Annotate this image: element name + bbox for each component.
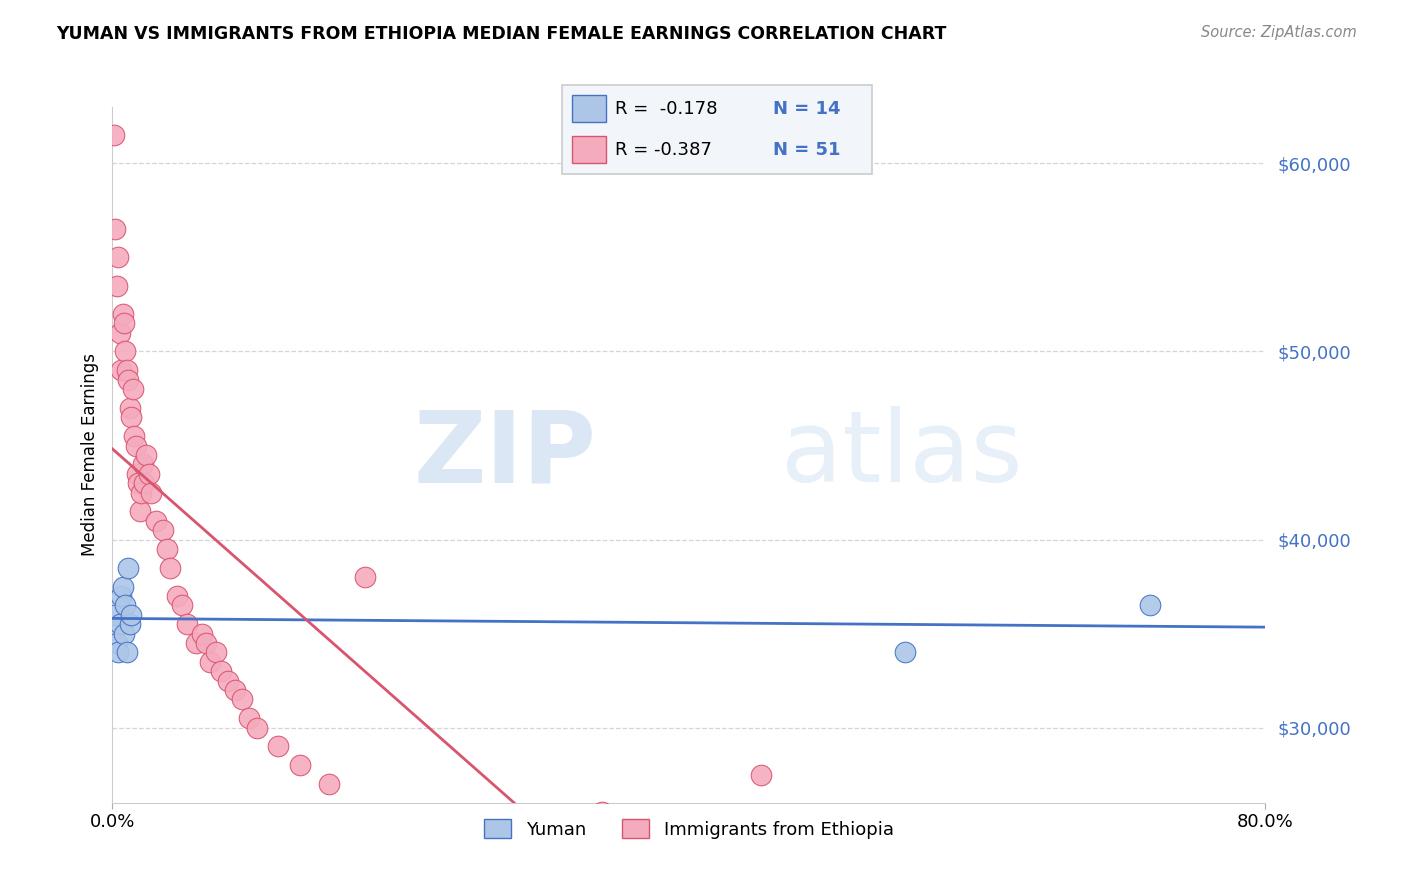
Point — [105, 636, 128, 650]
Text: N = 14: N = 14 — [773, 100, 841, 118]
Point — [217, 673, 239, 688]
Point — [145, 514, 167, 528]
Text: YUMAN VS IMMIGRANTS FROM ETHIOPIA MEDIAN FEMALE EARNINGS CORRELATION CHART: YUMAN VS IMMIGRANTS FROM ETHIOPIA MEDIAN… — [56, 25, 946, 43]
Point — [191, 626, 214, 640]
Point — [122, 429, 145, 443]
Point — [1139, 599, 1161, 613]
Text: Source: ZipAtlas.com: Source: ZipAtlas.com — [1201, 25, 1357, 40]
Point — [170, 599, 193, 613]
Point — [156, 541, 179, 556]
Point — [184, 636, 207, 650]
Point — [128, 504, 150, 518]
Point — [166, 589, 188, 603]
Point — [749, 767, 772, 781]
Point — [112, 626, 135, 640]
Point — [318, 777, 340, 791]
Point — [231, 692, 253, 706]
Point — [224, 683, 246, 698]
Point — [134, 476, 156, 491]
Point — [141, 485, 163, 500]
FancyBboxPatch shape — [562, 85, 872, 174]
Point — [120, 410, 142, 425]
Point — [124, 438, 146, 452]
Point — [112, 316, 135, 330]
Point — [115, 363, 138, 377]
Point — [104, 222, 127, 236]
Text: atlas: atlas — [782, 407, 1022, 503]
Point — [195, 636, 218, 650]
Point — [205, 645, 228, 659]
Point — [114, 599, 136, 613]
Point — [209, 664, 232, 678]
Point — [118, 401, 141, 415]
Point — [176, 617, 198, 632]
Point — [159, 560, 181, 574]
Point — [110, 363, 132, 377]
Point — [125, 467, 148, 481]
Point — [353, 570, 375, 584]
Point — [107, 645, 129, 659]
Text: ZIP: ZIP — [413, 407, 596, 503]
Point — [894, 645, 917, 659]
Point — [103, 607, 125, 622]
Point — [592, 805, 614, 820]
Point — [117, 560, 139, 574]
Point — [132, 458, 155, 472]
Point — [115, 645, 138, 659]
Point — [117, 373, 139, 387]
Text: R = -0.387: R = -0.387 — [614, 141, 711, 159]
Point — [127, 476, 149, 491]
Point — [267, 739, 290, 754]
Point — [120, 607, 142, 622]
Point — [121, 382, 143, 396]
Text: R =  -0.178: R = -0.178 — [614, 100, 717, 118]
Point — [246, 721, 269, 735]
Text: N = 51: N = 51 — [773, 141, 841, 159]
Point — [475, 814, 499, 829]
Point — [110, 589, 132, 603]
Point — [288, 758, 311, 772]
Legend: Yuman, Immigrants from Ethiopia: Yuman, Immigrants from Ethiopia — [477, 812, 901, 846]
Point — [664, 833, 686, 847]
Point — [114, 344, 136, 359]
Point — [200, 655, 222, 669]
Point — [129, 485, 153, 500]
Y-axis label: Median Female Earnings: Median Female Earnings — [80, 353, 98, 557]
Point — [111, 580, 134, 594]
Point — [152, 523, 174, 537]
Point — [108, 326, 131, 340]
Point — [107, 251, 129, 265]
Point — [238, 711, 260, 725]
FancyBboxPatch shape — [572, 136, 606, 163]
Point — [118, 617, 141, 632]
FancyBboxPatch shape — [572, 95, 606, 122]
Point — [108, 617, 131, 632]
Point — [138, 467, 160, 481]
Point — [135, 448, 157, 462]
Point — [111, 307, 134, 321]
Point — [103, 128, 125, 143]
Point — [105, 278, 128, 293]
